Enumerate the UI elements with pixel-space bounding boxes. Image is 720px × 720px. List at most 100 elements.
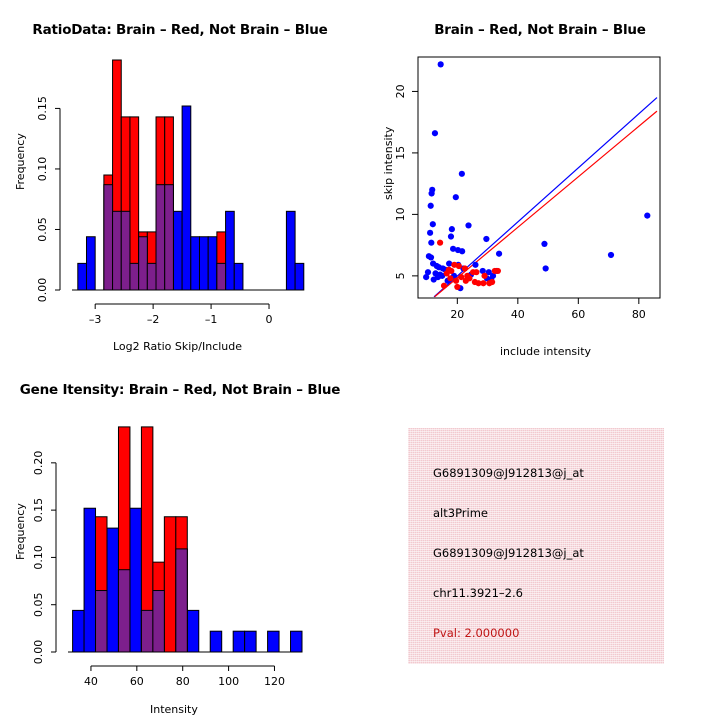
scatter-point-not-brain: [485, 269, 492, 276]
histogram-bar-not-brain: [83, 507, 97, 653]
scatter-point-brain: [440, 282, 448, 289]
histogram-bar-overlap: [138, 236, 148, 291]
x-tick-label: –3: [89, 313, 102, 326]
gene-hist-title: Gene Itensity: Brain – Red, Not Brain – …: [19, 382, 341, 398]
scatter-point-not-brain: [472, 261, 479, 268]
scatter-point-not-brain: [459, 248, 466, 255]
histogram-bar-not-brain: [172, 210, 183, 291]
y-tick-label: 5: [394, 272, 407, 279]
scatter-point-brain: [481, 272, 488, 279]
gene-y-axis: 0.00 0.05 0.10 0.15 0.20: [32, 451, 57, 664]
scatter-y-axis: 5 10 15 20: [394, 84, 418, 279]
reference-line-red-fit: [434, 110, 658, 298]
y-tick-label: 0.05: [32, 592, 45, 617]
scatter-point-brain: [448, 267, 455, 275]
scatter-point-brain: [436, 239, 444, 246]
scatter-x-axis: 20 40 60 80: [450, 298, 646, 321]
x-tick-label: 80: [176, 675, 190, 688]
histogram-bar-not-brain: [186, 609, 200, 653]
scatter-point-not-brain: [452, 194, 459, 201]
y-tick-label: 0.15: [32, 498, 45, 523]
scatter-point-brain: [471, 278, 478, 286]
reference-line-blue-fit: [433, 97, 658, 298]
scatter-point-not-brain: [644, 212, 651, 219]
y-tick-label: 0.15: [36, 96, 49, 121]
reference-lines-group: [433, 97, 658, 298]
gene-hist-ylabel: Frequency: [14, 503, 27, 560]
scatter-point-not-brain: [434, 273, 442, 281]
scatter-point-not-brain: [431, 130, 439, 137]
scatter-point-not-brain: [542, 265, 549, 272]
scatter-point-not-brain: [447, 233, 455, 240]
ratio-hist-ylabel: Frequency: [14, 133, 27, 190]
panel-gene-histogram: Gene Itensity: Brain – Red, Not Brain – …: [0, 360, 360, 720]
histogram-bar-overlap: [129, 262, 140, 291]
gene-hist-xlabel: Intensity: [150, 703, 198, 716]
scatter-point-not-brain: [423, 273, 430, 281]
ratio-x-axis: –3 –2 –1 0: [72, 289, 298, 326]
y-tick-label: 0.00: [36, 278, 49, 303]
ratio-histogram-plot: 0.00 0.05 0.10 0.15 –3 –2 –1 0: [36, 59, 305, 326]
info-pval: Pval: 2.000000: [433, 626, 520, 640]
histogram-bar-not-brain: [190, 236, 200, 291]
scatter-point-brain: [443, 270, 450, 277]
info-locus: chr11.3921–2.6: [433, 586, 523, 600]
scatter-point-not-brain: [489, 272, 497, 279]
x-tick-label: 60: [571, 308, 585, 321]
histogram-bar-overlap: [95, 590, 108, 653]
histogram-bar-not-brain: [207, 236, 218, 291]
scatter-plot: 5 10 15 20 20 40 60 80: [394, 56, 661, 321]
histogram-bar-overlap: [103, 184, 114, 291]
panel-ratio-histogram: RatioData: Brain – Red, Not Brain – Blue…: [0, 0, 360, 360]
gene-info-panel: G6891309@J912813@j_at alt3Prime G6891309…: [408, 428, 664, 664]
x-tick-label: 40: [511, 308, 525, 321]
scatter-point-brain: [462, 277, 469, 284]
histogram-bar-not-brain: [85, 236, 96, 291]
scatter-point-brain: [473, 269, 480, 276]
y-tick-label: 0.10: [36, 157, 49, 182]
scatter-point-not-brain: [449, 245, 457, 252]
scatter-point-not-brain: [607, 251, 615, 259]
scatter-point-not-brain: [479, 267, 486, 275]
y-tick-label: 10: [394, 207, 407, 221]
scatter-point-brain: [447, 275, 454, 282]
gene-histogram-plot: 0.00 0.05 0.10 0.15 0.20 40 60 80 100 120: [32, 426, 303, 688]
histogram-bar-not-brain: [77, 262, 87, 291]
x-tick-label: 60: [130, 675, 144, 688]
scatter-point-brain: [453, 277, 460, 284]
x-tick-label: 40: [84, 675, 98, 688]
scatter-point-not-brain: [428, 239, 435, 246]
ratio-y-axis: 0.00 0.05 0.10 0.15: [36, 96, 61, 303]
histogram-bar-not-brain: [225, 210, 235, 291]
histogram-bar-not-brain: [181, 105, 192, 291]
x-tick-label: 100: [218, 675, 239, 688]
histogram-bar-not-brain: [244, 630, 257, 653]
histogram-bar-not-brain: [233, 262, 244, 291]
histogram-bar-overlap: [120, 210, 131, 291]
scatter-point-not-brain: [483, 235, 490, 243]
scatter-point-brain: [455, 262, 462, 270]
scatter-point-not-brain: [541, 240, 548, 247]
x-tick-label: 80: [632, 308, 646, 321]
scatter-point-brain: [458, 273, 465, 281]
x-tick-label: 0: [266, 313, 273, 326]
y-tick-label: 0.20: [32, 451, 45, 476]
scatter-point-not-brain: [427, 202, 434, 209]
panel-scatter: Brain – Red, Not Brain – Blue skip inten…: [360, 0, 720, 360]
info-probe-id: G6891309@J912813@j_at: [433, 466, 584, 480]
scatter-point-not-brain: [458, 170, 465, 177]
y-tick-label: 15: [394, 146, 407, 160]
scatter-point-brain: [494, 267, 501, 275]
histogram-bar-overlap: [112, 210, 122, 291]
histogram-bar-overlap: [146, 262, 157, 291]
histogram-bar-overlap: [216, 262, 227, 291]
histogram-bar-not-brain: [294, 262, 305, 291]
scatter-point-not-brain: [448, 226, 455, 233]
histogram-bar-overlap: [152, 590, 165, 653]
histogram-bar-not-brain: [72, 609, 85, 653]
histogram-bar-overlap: [164, 184, 174, 291]
plot-box: [417, 56, 661, 299]
scatter-point-not-brain: [427, 229, 434, 236]
y-tick-label: 20: [394, 84, 407, 98]
scatter-ylabel: skip intensity: [382, 126, 395, 200]
